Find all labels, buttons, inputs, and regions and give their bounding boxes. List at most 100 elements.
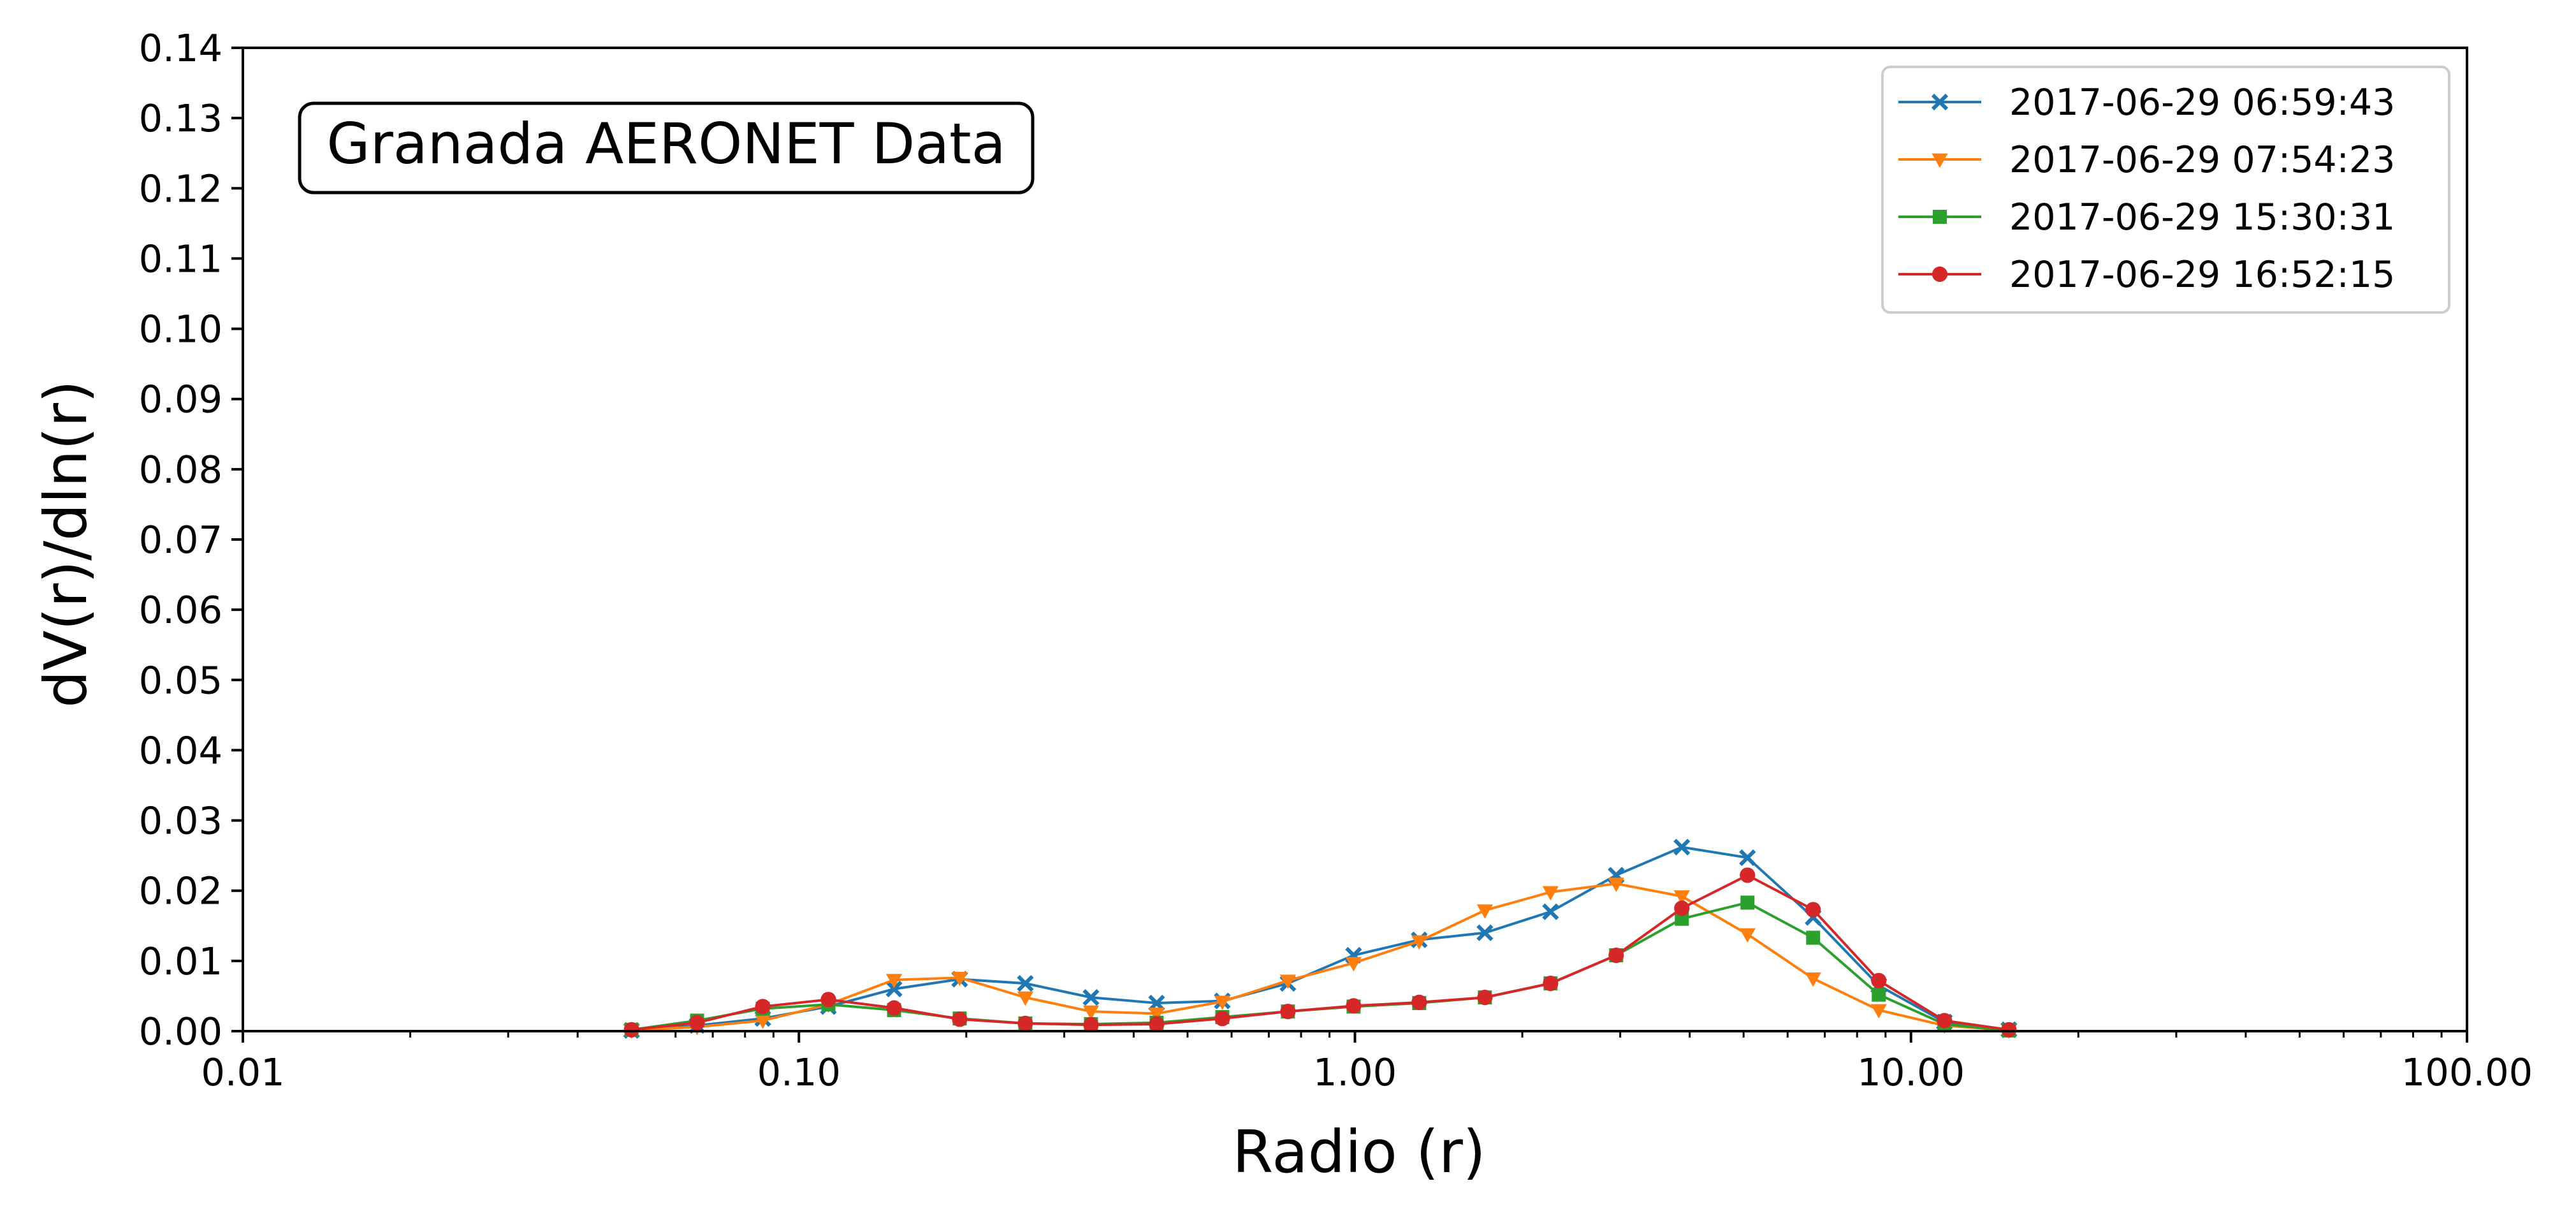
- point-marker: [1149, 1016, 1165, 1032]
- marker-stroke: [1082, 989, 1100, 1006]
- legend-frame: [1881, 66, 2450, 314]
- point-marker: [1805, 972, 1821, 987]
- series-line: [631, 846, 2009, 1032]
- legend-label: 2017-06-29 16:52:15: [2009, 254, 2395, 296]
- x-axis-title: Radio (r): [1232, 1118, 1485, 1186]
- point-marker: [1932, 153, 1948, 168]
- y-tick-label: 0.11: [139, 237, 222, 281]
- point-marker: [1280, 1004, 1296, 1020]
- point-marker: [1872, 987, 1886, 1002]
- point-marker: [2001, 1022, 2017, 1038]
- point-marker: [1937, 1013, 1953, 1029]
- point-marker: [1673, 839, 1691, 856]
- point-marker: [1082, 989, 1100, 1006]
- y-tick-label: 0.06: [139, 588, 222, 632]
- point-marker: [1017, 991, 1034, 1006]
- point-marker: [1411, 935, 1427, 950]
- point-marker: [1476, 904, 1494, 919]
- plot-frame: [242, 47, 2468, 1032]
- point-marker: [1675, 911, 1689, 926]
- x-tick-label: 0.01: [201, 1050, 284, 1094]
- point-marker: [886, 1000, 902, 1016]
- point-marker: [820, 992, 836, 1008]
- point-marker: [754, 1015, 771, 1029]
- point-marker: [1017, 974, 1034, 992]
- point-marker: [1214, 1011, 1230, 1027]
- point-marker: [885, 980, 903, 998]
- point-marker: [1017, 1015, 1033, 1031]
- point-marker: [1740, 895, 1755, 910]
- x-tick-label: 1.00: [1313, 1050, 1397, 1094]
- point-marker: [951, 971, 968, 987]
- y-tick-label: 0.09: [139, 378, 222, 422]
- point-marker: [1477, 990, 1493, 1006]
- marker-stroke: [1476, 924, 1494, 941]
- y-tick-label: 0.03: [139, 799, 222, 843]
- marker-stroke: [1542, 903, 1559, 920]
- legend-entry: 2017-06-29 16:52:15: [1898, 254, 2395, 296]
- point-marker: [1806, 930, 1821, 945]
- marker-stroke: [885, 980, 903, 998]
- y-axis-title: dV(r)/dln(r): [32, 380, 100, 708]
- y-tick-label: 0.08: [139, 448, 222, 492]
- point-marker: [1411, 994, 1427, 1010]
- point-marker: [1214, 995, 1231, 1010]
- legend: 2017-06-29 06:59:43 2017-06-29 07:54:23 20…: [1881, 66, 2450, 314]
- marker-stroke: [1931, 93, 1949, 111]
- point-marker: [1933, 210, 1947, 224]
- point-marker: [1805, 902, 1821, 918]
- point-marker: [689, 1015, 705, 1031]
- point-marker: [1740, 867, 1756, 883]
- legend-label: 2017-06-29 06:59:43: [2009, 82, 2395, 124]
- point-marker: [1739, 928, 1756, 943]
- y-tick-label: 0.13: [139, 96, 222, 140]
- y-tick-label: 0.05: [139, 658, 222, 702]
- point-marker: [1346, 998, 1362, 1014]
- legend-label: 2017-06-29 15:30:31: [2009, 196, 2395, 238]
- legend-entry: 2017-06-29 07:54:23: [1898, 139, 2395, 181]
- x-tick-label: 100.00: [2401, 1050, 2533, 1094]
- x-tick-label: 0.10: [757, 1050, 841, 1094]
- y-tick-label: 0.07: [139, 518, 222, 562]
- series-line: [631, 874, 2009, 1031]
- point-marker: [1931, 93, 1949, 111]
- point-marker: [1870, 1004, 1887, 1019]
- point-marker: [1279, 974, 1297, 989]
- series-4: [623, 867, 2017, 1038]
- point-marker: [1871, 972, 1887, 988]
- y-tick-label: 0.04: [139, 728, 222, 772]
- y-tick-label: 0.12: [139, 166, 222, 210]
- point-marker: [1345, 957, 1362, 972]
- marker-stroke: [1739, 849, 1756, 867]
- point-marker: [952, 1011, 968, 1027]
- point-marker: [1083, 1016, 1099, 1033]
- point-marker: [1082, 1005, 1100, 1020]
- point-marker: [1673, 890, 1690, 905]
- chart-annotation: Granada AERONET Data: [326, 111, 1005, 177]
- point-marker: [1148, 1008, 1165, 1022]
- series-line: [631, 882, 2009, 1032]
- y-tick-label: 0.00: [139, 1009, 222, 1053]
- point-marker: [1739, 849, 1756, 867]
- marker-stroke: [1017, 974, 1034, 992]
- point-marker: [885, 974, 903, 988]
- point-marker: [1542, 903, 1559, 920]
- legend-entry: 2017-06-29 06:59:43: [1898, 82, 2395, 124]
- y-tick-label: 0.02: [139, 869, 222, 913]
- point-marker: [1543, 976, 1559, 992]
- marker-stroke: [1673, 839, 1691, 856]
- point-marker: [1608, 877, 1624, 892]
- axes: 0.000.01 0.02 0.03 0.04 0.05 0.06 0.07 0.08 0.09…: [139, 26, 2533, 1094]
- point-marker: [623, 1022, 639, 1038]
- legend-entry: 2017-06-29 15:30:31: [1898, 196, 2395, 238]
- point-marker: [1932, 266, 1948, 282]
- x-tick-label: 10.00: [1857, 1050, 1965, 1094]
- annotation-frame: [298, 101, 1035, 194]
- point-marker: [1674, 900, 1690, 916]
- y-tick-label: 0.14: [139, 26, 222, 70]
- legend-label: 2017-06-29 07:54:23: [2009, 139, 2395, 181]
- annotation-box: Granada AERONET Data: [298, 101, 1035, 194]
- point-marker: [1608, 947, 1624, 964]
- y-tick-label: 0.10: [139, 307, 222, 351]
